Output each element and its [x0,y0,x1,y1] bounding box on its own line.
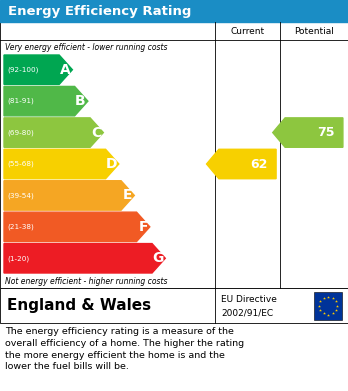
Polygon shape [4,244,165,273]
Text: C: C [91,126,101,140]
Polygon shape [4,86,88,116]
Text: (21-38): (21-38) [7,224,34,230]
Text: (39-54): (39-54) [7,192,34,199]
Polygon shape [4,212,150,242]
Polygon shape [4,149,119,179]
Bar [0,0,348,22]
Text: 2002/91/EC: 2002/91/EC [221,308,273,317]
Polygon shape [4,55,72,84]
Text: (92-100): (92-100) [7,66,38,73]
Text: Energy Efficiency Rating: Energy Efficiency Rating [8,5,191,18]
Bar [0,22,348,288]
Polygon shape [4,181,134,210]
Text: Not energy efficient - higher running costs: Not energy efficient - higher running co… [5,276,167,285]
Text: 62: 62 [250,158,268,170]
Text: EU Directive: EU Directive [221,295,277,304]
Text: England & Wales: England & Wales [7,298,151,313]
Text: B: B [75,94,86,108]
Polygon shape [4,118,103,147]
Polygon shape [207,149,276,179]
Text: D: D [105,157,117,171]
Bar [314,292,342,319]
Text: A: A [60,63,70,77]
Text: (81-91): (81-91) [7,98,34,104]
Text: Very energy efficient - lower running costs: Very energy efficient - lower running co… [5,43,167,52]
Text: Current: Current [230,27,264,36]
Text: (1-20): (1-20) [7,255,29,262]
Text: 75: 75 [317,126,334,139]
Text: Potential: Potential [294,27,334,36]
Polygon shape [273,118,343,147]
Text: F: F [138,220,148,234]
Text: E: E [123,188,132,203]
Text: (55-68): (55-68) [7,161,34,167]
Text: The energy efficiency rating is a measure of the
overall efficiency of a home. T: The energy efficiency rating is a measur… [5,327,244,371]
Text: G: G [152,251,163,265]
Bar [0,288,348,323]
Text: (69-80): (69-80) [7,129,34,136]
